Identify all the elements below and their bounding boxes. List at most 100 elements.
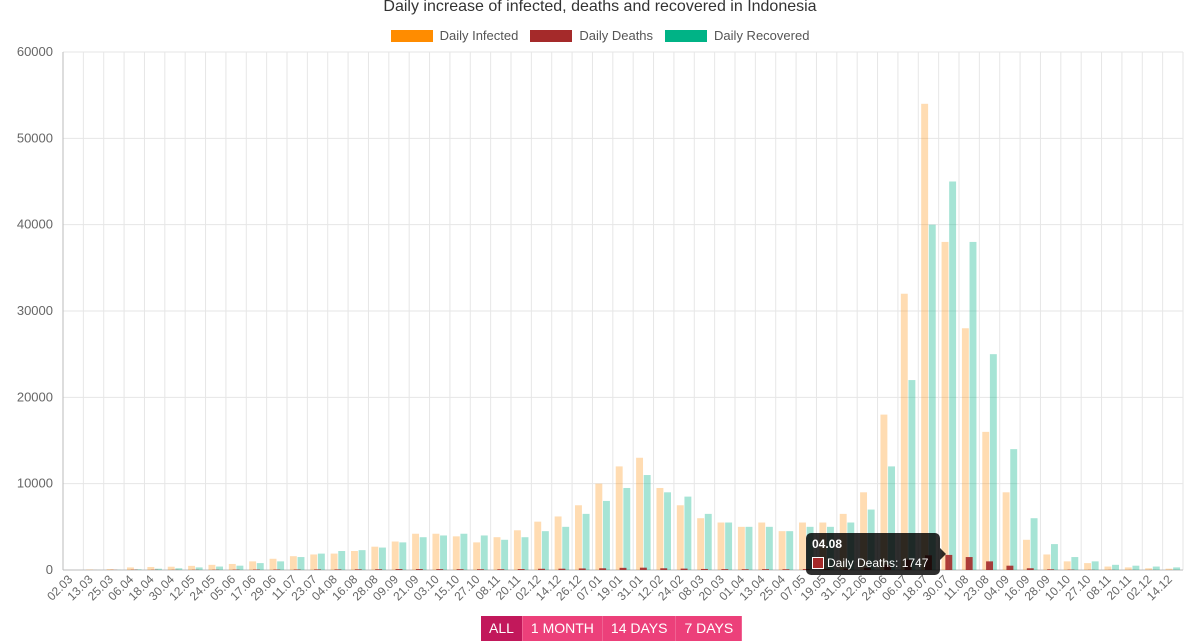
tooltip-row: Daily Deaths: 1747 bbox=[812, 556, 928, 570]
bar-infected bbox=[493, 537, 501, 570]
range-button-7-days[interactable]: 7 DAYS bbox=[676, 616, 743, 641]
bar-recovered bbox=[317, 553, 325, 570]
legend-swatch-recovered bbox=[665, 29, 708, 42]
bar-infected bbox=[1002, 492, 1010, 570]
bar-infected bbox=[860, 492, 868, 570]
bar-recovered bbox=[704, 513, 712, 570]
bar-infected bbox=[615, 466, 623, 570]
bar-recovered bbox=[419, 537, 427, 570]
y-tick-label: 0 bbox=[46, 562, 53, 577]
bar-infected bbox=[1063, 561, 1071, 570]
bar-infected bbox=[208, 564, 216, 570]
bar-recovered bbox=[928, 224, 936, 570]
bar-recovered bbox=[765, 526, 773, 570]
bar-deaths bbox=[456, 569, 464, 570]
bar-infected bbox=[351, 551, 358, 570]
bar-recovered bbox=[501, 539, 509, 570]
bar-infected bbox=[167, 566, 175, 570]
bar-deaths bbox=[965, 557, 973, 570]
bar-deaths bbox=[945, 554, 953, 570]
bar-infected bbox=[391, 541, 399, 570]
bar-infected bbox=[371, 546, 379, 570]
bar-infected bbox=[676, 505, 684, 570]
bar-infected bbox=[1145, 568, 1153, 570]
bar-recovered bbox=[1112, 564, 1119, 570]
bar-recovered bbox=[399, 542, 407, 570]
bar-recovered bbox=[297, 557, 305, 570]
bar-deaths bbox=[639, 567, 647, 570]
y-tick-label: 40000 bbox=[17, 217, 53, 232]
bar-deaths bbox=[497, 569, 505, 570]
bar-deaths bbox=[375, 569, 383, 570]
bar-recovered bbox=[440, 535, 447, 570]
bar-recovered bbox=[989, 354, 997, 570]
bar-infected bbox=[554, 516, 562, 570]
bar-deaths bbox=[314, 569, 322, 570]
range-button-14-days[interactable]: 14 DAYS bbox=[602, 616, 677, 641]
bar-recovered bbox=[1010, 449, 1018, 570]
bar-recovered bbox=[480, 535, 488, 570]
y-tick-label: 30000 bbox=[17, 303, 53, 318]
legend-item-infected[interactable]: Daily Infected bbox=[390, 28, 519, 43]
bar-recovered bbox=[623, 487, 631, 570]
legend-item-deaths[interactable]: Daily Deaths bbox=[530, 28, 653, 43]
bar-recovered bbox=[745, 526, 753, 570]
bar-deaths bbox=[1047, 569, 1055, 570]
bar-infected bbox=[880, 414, 888, 570]
bar-deaths bbox=[476, 569, 484, 570]
y-tick-label: 20000 bbox=[17, 389, 53, 404]
bar-infected bbox=[656, 487, 664, 570]
bar-infected bbox=[1043, 554, 1051, 570]
bar-deaths bbox=[741, 569, 749, 570]
legend-label-deaths: Daily Deaths bbox=[579, 28, 654, 43]
bar-recovered bbox=[1091, 561, 1099, 570]
bar-infected bbox=[513, 530, 521, 570]
bar-infected bbox=[310, 554, 318, 570]
bar-recovered bbox=[602, 500, 610, 570]
bar-deaths bbox=[986, 561, 994, 570]
legend-label-infected: Daily Infected bbox=[439, 28, 519, 43]
bar-infected bbox=[330, 553, 338, 570]
bar-recovered bbox=[338, 551, 346, 570]
bar-infected bbox=[941, 241, 949, 570]
bar-infected bbox=[249, 561, 257, 570]
bar-recovered bbox=[582, 513, 590, 570]
bar-deaths bbox=[558, 568, 566, 570]
bar-infected bbox=[147, 566, 155, 570]
bar-recovered bbox=[1050, 544, 1058, 570]
bar-infected bbox=[1023, 539, 1030, 570]
bar-recovered bbox=[358, 550, 366, 570]
y-tick-label: 10000 bbox=[17, 476, 53, 491]
bar-recovered bbox=[541, 531, 549, 570]
bar-infected bbox=[269, 558, 277, 570]
bar-recovered bbox=[195, 567, 203, 570]
bar-deaths bbox=[538, 568, 546, 570]
bar-recovered bbox=[1173, 567, 1181, 570]
bar-infected bbox=[1124, 567, 1132, 570]
bar-infected bbox=[982, 431, 990, 570]
tooltip-swatch bbox=[812, 557, 824, 569]
bar-deaths bbox=[293, 569, 301, 570]
bar-infected bbox=[188, 565, 196, 570]
bar-recovered bbox=[134, 569, 142, 570]
range-button-all[interactable]: ALL bbox=[481, 616, 523, 641]
bar-deaths bbox=[436, 569, 444, 570]
legend-item-recovered[interactable]: Daily Recovered bbox=[665, 28, 809, 43]
bar-recovered bbox=[908, 380, 916, 570]
bar-infected bbox=[575, 505, 582, 570]
chart-legend: Daily Infected Daily Deaths Daily Recove… bbox=[0, 28, 1200, 43]
legend-swatch-deaths bbox=[530, 29, 573, 42]
bar-infected bbox=[636, 457, 644, 570]
bar-deaths bbox=[782, 569, 790, 570]
bar-deaths bbox=[660, 568, 668, 570]
bar-recovered bbox=[378, 547, 386, 570]
bar-recovered bbox=[786, 531, 794, 570]
bar-deaths bbox=[334, 569, 342, 570]
bar-infected bbox=[1165, 568, 1173, 570]
bar-deaths bbox=[721, 569, 729, 570]
bar-deaths bbox=[619, 567, 627, 570]
bar-deaths bbox=[517, 569, 525, 570]
bar-infected bbox=[758, 522, 766, 570]
range-button-1-month[interactable]: 1 MONTH bbox=[522, 616, 603, 641]
bar-recovered bbox=[969, 241, 977, 570]
